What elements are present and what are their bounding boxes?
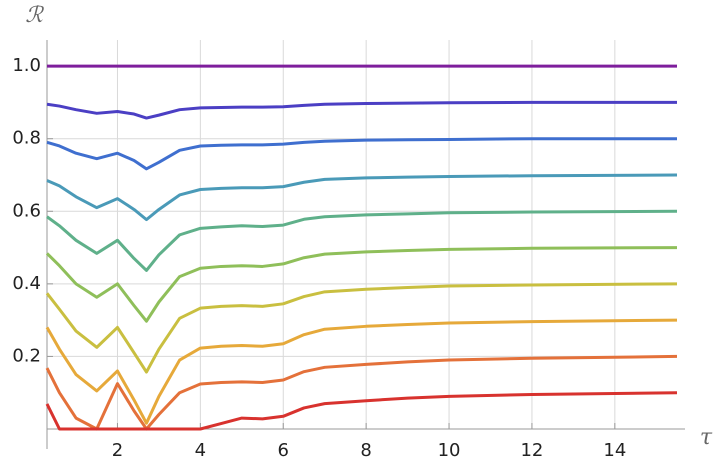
x-axis-label: τ	[700, 425, 713, 450]
x-tick-label: 14	[603, 440, 626, 461]
x-tick-label: 4	[195, 440, 206, 461]
data-line	[45, 391, 678, 431]
data-line	[45, 318, 678, 425]
data-line	[46, 137, 677, 171]
data-line	[46, 100, 677, 120]
data-line	[46, 173, 678, 222]
x-tick-label: 2	[112, 440, 123, 461]
x-tick-label: 10	[438, 440, 461, 461]
y-tick-label: 0.8	[12, 128, 41, 149]
y-tick-label: 0.2	[12, 345, 41, 366]
x-tick-label: 12	[520, 440, 543, 461]
y-tick-label: 0.6	[12, 200, 41, 221]
y-tick-label: 1.0	[12, 55, 41, 76]
data-line	[45, 246, 678, 323]
data-line	[45, 354, 678, 431]
data-line	[45, 282, 678, 374]
y-tick-label: 0.4	[12, 273, 41, 294]
y-axis-label: ℛ	[25, 3, 44, 28]
grid	[47, 40, 677, 429]
x-tick-label: 8	[360, 440, 371, 461]
data-line	[46, 209, 678, 272]
x-tick-label: 6	[278, 440, 289, 461]
